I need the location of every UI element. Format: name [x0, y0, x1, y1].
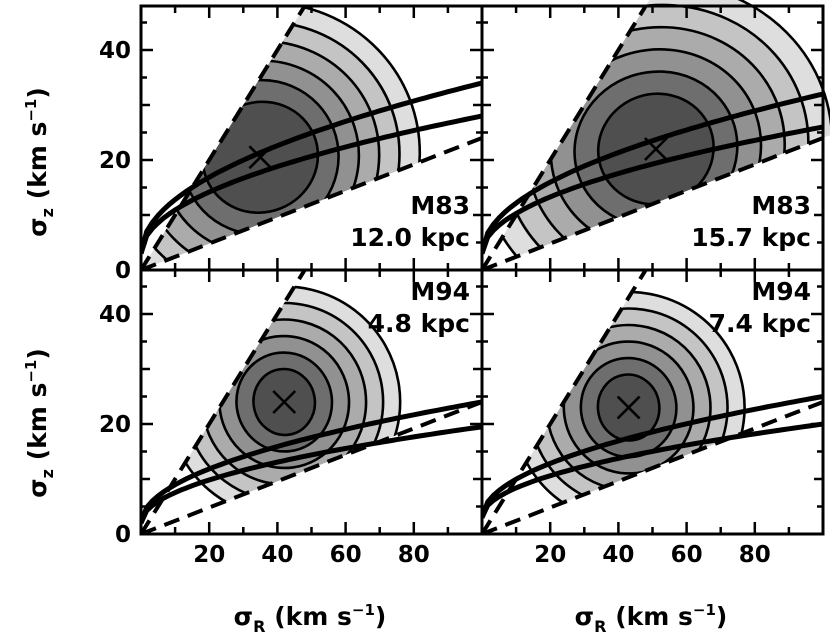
model-curve-2	[482, 421, 823, 519]
x-tick-label: 80	[398, 542, 430, 568]
model-curve-1	[141, 399, 482, 524]
galaxy-label: M94	[410, 277, 470, 306]
radius-label: 12.0 kpc	[350, 223, 470, 252]
dashed-limit-line-1	[482, 6, 649, 270]
galaxy-label: M83	[751, 191, 811, 220]
dashed-limit-line-1	[141, 270, 308, 534]
model-curve-2	[141, 113, 482, 255]
dashed-limit-line-1	[482, 270, 649, 534]
x-tick-label: 60	[330, 542, 362, 568]
x-tick-label: 40	[261, 542, 293, 568]
y-axis-label-bottom: σz (km s−1)	[22, 348, 57, 498]
model-curve-2	[482, 124, 823, 255]
x-axis-label-left: σR (km s−1)	[234, 601, 387, 636]
galaxy-label: M83	[410, 191, 470, 220]
x-axis-label-right: σR (km s−1)	[575, 601, 728, 636]
radius-label: 7.4 kpc	[709, 309, 811, 338]
y-axis-label-top: σz (km s−1)	[22, 87, 57, 237]
x-tick-label: 20	[193, 542, 225, 568]
best-fit-marker	[272, 390, 297, 414]
y-tick-label: 0	[115, 522, 131, 548]
radius-label: 15.7 kpc	[691, 223, 811, 252]
model-curve-1	[141, 80, 482, 255]
y-tick-label: 40	[99, 38, 131, 64]
model-curve-1	[482, 91, 823, 255]
model-curve-1	[482, 394, 823, 519]
radius-label: 4.8 kpc	[368, 309, 470, 338]
model-curve-2	[141, 424, 482, 525]
x-tick-label: 20	[534, 542, 566, 568]
ticks	[482, 270, 823, 534]
x-tick-label: 40	[602, 542, 634, 568]
y-tick-label: 20	[99, 148, 131, 174]
best-fit-marker	[616, 395, 641, 420]
y-tick-label: 20	[99, 412, 131, 438]
x-tick-label: 60	[671, 542, 703, 568]
panels-layer: 0 20 40 M83 12.0 kpc M83 15.7 kpc 0 20 40 20 40 60 80…	[99, 0, 830, 568]
galaxy-label: M94	[751, 277, 811, 306]
x-tick-label: 80	[739, 542, 771, 568]
best-fit-marker	[643, 137, 668, 161]
best-fit-marker	[248, 145, 273, 170]
y-tick-label: 40	[99, 302, 131, 328]
y-tick-label: 0	[115, 258, 131, 284]
dashed-limit-line-1	[141, 6, 308, 270]
